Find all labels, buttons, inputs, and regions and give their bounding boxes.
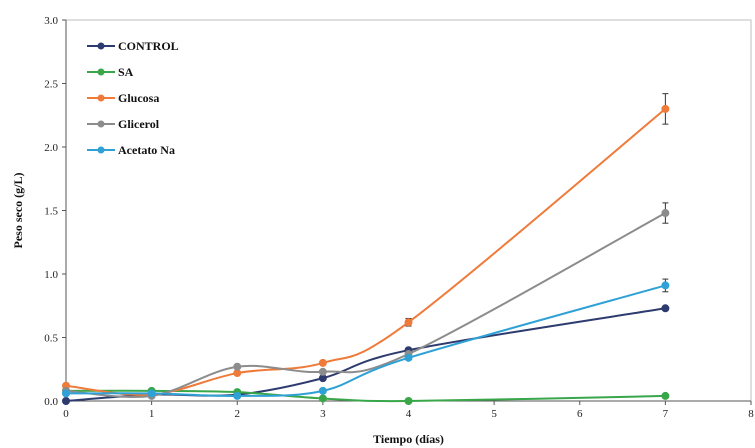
x-tick-label: 5 (491, 408, 497, 420)
legend-label: Glucosa (118, 91, 159, 105)
series-acetato-na (62, 278, 670, 400)
data-point (318, 358, 327, 367)
series-line (65, 212, 666, 399)
series-line (65, 284, 666, 397)
y-tick-label: 0.5 (44, 333, 58, 345)
x-tick-label: 0 (63, 408, 69, 420)
data-point (233, 362, 242, 371)
data-point (661, 391, 670, 400)
legend: CONTROL SA Glucosa Glicerol Acetato Na (87, 39, 179, 157)
legend-item: Glicerol (87, 117, 160, 131)
data-point (404, 318, 413, 327)
y-tick-label: 2.5 (44, 79, 58, 91)
data-point (62, 389, 70, 398)
y-tick-label: 3.0 (44, 15, 58, 27)
y-axis-title: Peso seco (g/L) (11, 173, 25, 249)
series-glucosa (62, 93, 670, 399)
legend-item: SA (87, 65, 134, 79)
legend-item: Glucosa (87, 91, 159, 105)
data-point (318, 386, 327, 395)
data-point (62, 397, 70, 405)
x-tick-label: 6 (577, 408, 583, 420)
legend-item: CONTROL (87, 39, 179, 53)
data-point (661, 209, 670, 218)
series-glicerol (62, 202, 670, 400)
x-tick-label: 7 (663, 408, 669, 420)
legend-label: SA (118, 65, 134, 79)
data-point (318, 367, 327, 376)
x-tick-label: 1 (149, 408, 155, 420)
x-tick-label: 3 (320, 408, 326, 420)
legend-swatch-marker (97, 146, 105, 154)
x-tick-label: 4 (406, 408, 412, 420)
legend-swatch-marker (97, 68, 105, 76)
legend-swatch-marker (97, 42, 105, 50)
data-point (661, 104, 670, 113)
legend-label: Glicerol (118, 117, 160, 131)
legend-swatch-marker (97, 94, 105, 102)
y-tick-label: 1.0 (44, 269, 58, 281)
data-point (404, 397, 413, 405)
x-axis-title: Tiempo (días) (373, 432, 444, 446)
data-point (147, 389, 156, 398)
series-line (65, 307, 666, 402)
x-tick-label: 2 (235, 408, 241, 420)
y-tick-label: 0.0 (44, 396, 58, 408)
tick-labels-group: 0 1 2 3 4 5 6 7 8 0.0 0.5 1.0 1.5 2.0 2.5 3.0 (44, 15, 754, 420)
y-tick-label: 2.0 (44, 142, 58, 154)
y-tick-label: 1.5 (44, 206, 58, 218)
legend-label: CONTROL (118, 39, 179, 53)
data-point (318, 394, 327, 403)
legend-item: Acetato Na (87, 143, 175, 157)
data-point (661, 281, 670, 290)
x-tick-label: 8 (748, 408, 754, 420)
data-point (404, 353, 413, 362)
data-point (233, 391, 242, 400)
legend-label: Acetato Na (118, 143, 175, 157)
plot-frame (65, 19, 752, 402)
legend-swatch-marker (97, 120, 105, 128)
series-group (62, 93, 670, 405)
data-point (661, 304, 670, 313)
